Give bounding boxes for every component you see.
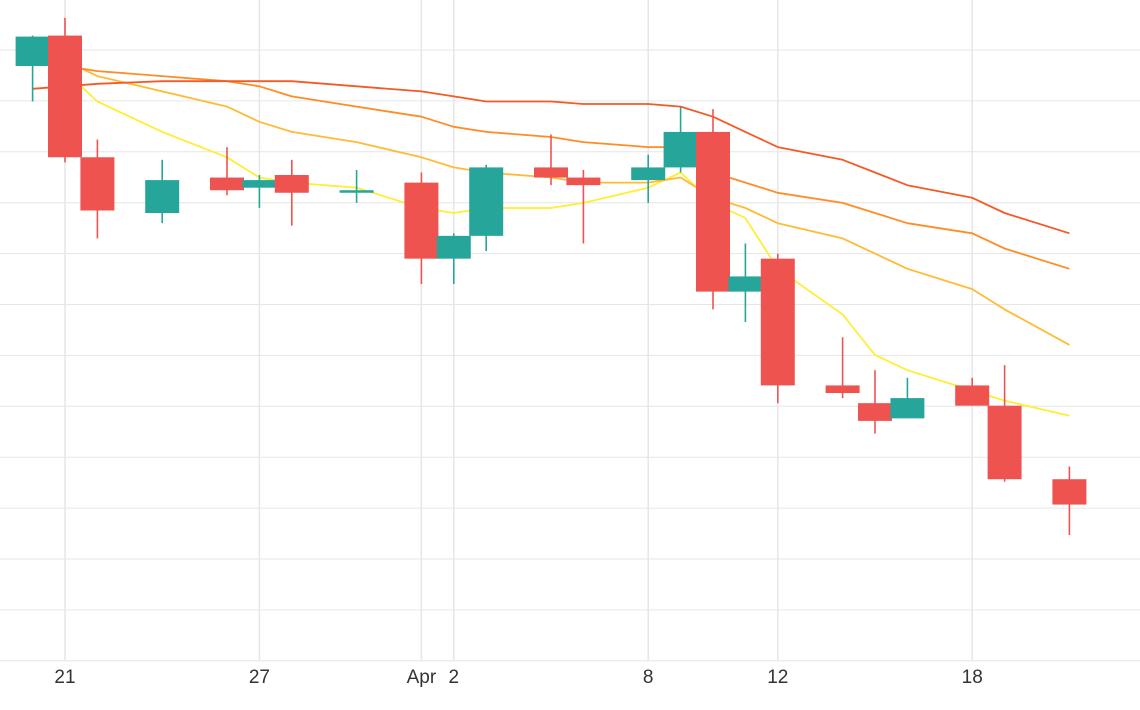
x-tick-label: 27 — [249, 667, 270, 688]
moving-average-line-2 — [32, 49, 1070, 346]
candle-body — [663, 131, 698, 168]
candle-up — [436, 233, 471, 285]
candle-up — [339, 169, 374, 203]
grid-lines — [0, 0, 1140, 662]
candle-up — [728, 243, 763, 323]
candle-down — [987, 365, 1022, 482]
candle-body — [858, 403, 892, 421]
candle-up — [242, 175, 277, 208]
candle-body — [48, 35, 82, 158]
candle-down — [210, 147, 244, 196]
candle-down — [566, 169, 601, 244]
candle-body — [825, 385, 860, 394]
candle-up — [469, 164, 504, 252]
candle-down — [80, 139, 115, 239]
candle-up — [145, 159, 180, 224]
candle-body — [80, 157, 115, 211]
x-axis-ticks: 21 27 Apr 2 8 12 18 — [54, 667, 982, 688]
candle-body — [436, 235, 471, 259]
candle-body — [274, 175, 309, 193]
moving-average-line-4 — [32, 80, 1070, 235]
candle-down — [404, 172, 439, 285]
candle-down — [825, 337, 860, 399]
candle-body — [1052, 479, 1087, 505]
candle-body — [15, 36, 50, 67]
candle-body — [890, 398, 925, 419]
candle-body — [566, 177, 601, 186]
candle-down — [760, 253, 795, 404]
candle-down — [48, 17, 82, 163]
candle-body — [987, 405, 1022, 480]
x-tick-label: 2 — [449, 667, 460, 688]
candle-body — [696, 131, 730, 292]
x-tick-label: 18 — [962, 667, 983, 688]
candle-body — [404, 182, 439, 259]
candle-body — [760, 258, 795, 386]
candle-down — [534, 134, 568, 186]
moving-average-line-1 — [32, 44, 1070, 417]
x-tick-label: Apr — [407, 667, 437, 688]
candle-down — [1052, 466, 1087, 535]
x-tick-label: 12 — [767, 667, 788, 688]
candle-body — [955, 385, 990, 406]
candles — [15, 17, 1087, 535]
candle-up — [663, 106, 698, 173]
candle-up — [890, 377, 925, 419]
candle-body — [728, 276, 763, 292]
candle-body — [210, 177, 244, 191]
candle-up — [631, 154, 666, 203]
candle-down — [955, 377, 990, 406]
candle-body — [469, 167, 504, 236]
candle-body — [339, 190, 374, 193]
candle-body — [242, 180, 277, 188]
candle-body — [145, 180, 180, 214]
candle-down — [274, 159, 309, 226]
candle-body — [631, 167, 666, 181]
candle-up — [15, 35, 50, 102]
candle-body — [534, 167, 568, 178]
x-tick-label: 21 — [54, 667, 75, 688]
candle-down — [858, 370, 892, 434]
candle-down — [696, 109, 730, 310]
x-tick-label: 8 — [643, 667, 654, 688]
